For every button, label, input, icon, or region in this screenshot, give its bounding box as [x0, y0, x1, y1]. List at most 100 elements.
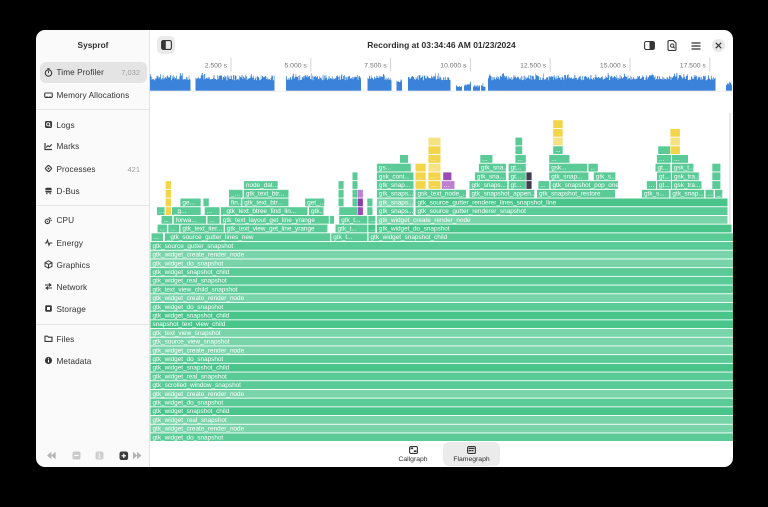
svg-text:gtk_text_layout_get_line_yrang: gtk_text_layout_get_line_yrange [223, 217, 315, 224]
svg-text:...: ... [659, 156, 665, 163]
svg-text:17.500 s: 17.500 s [680, 63, 707, 70]
svg-text:gtk_widget_real_snapshot: gtk_widget_real_snapshot [153, 278, 227, 285]
svg-text:gtk_snap...: gtk_snap... [551, 173, 582, 180]
svg-text:gtk_widget_do_snapshot: gtk_widget_do_snapshot [153, 356, 224, 363]
svg-text:...: ... [154, 234, 160, 241]
svg-text:gtk_widget_do_snapshot: gtk_widget_do_snapshot [153, 434, 224, 441]
svg-text:gtk_widget_create_render_node: gtk_widget_create_render_node [153, 295, 245, 302]
svg-text:gtk_widget_real_snapshot: gtk_widget_real_snapshot [153, 373, 227, 380]
svg-text:...: ... [160, 226, 166, 233]
svg-text:gtk_snaps...: gtk_snaps... [472, 182, 507, 189]
svg-text:gtk_widget_do_snapshot: gtk_widget_do_snapshot [153, 400, 224, 407]
svg-text:...: ... [159, 208, 165, 215]
svg-text:gt...: gt... [659, 182, 670, 189]
svg-text:gtk_widget_snapshot_child: gtk_widget_snapshot_child [371, 234, 448, 241]
svg-text:gtk_widget_create_render_node: gtk_widget_create_render_node [153, 426, 245, 433]
svg-text:gtk_t...: gtk_t... [338, 226, 357, 233]
svg-text:gtk_text_iter...: gtk_text_iter... [182, 226, 222, 233]
svg-text:...: ... [430, 182, 436, 189]
svg-text:gtk_snaps...: gtk_snaps... [379, 191, 414, 198]
svg-text:12.500 s: 12.500 s [520, 63, 547, 70]
svg-text:gtk_source_gutter_renderer_lin: gtk_source_gutter_renderer_lines_snapsho… [418, 199, 557, 206]
svg-text:gsk_tra...: gsk_tra... [674, 182, 701, 189]
svg-text:gtk_widget_snapshot_child: gtk_widget_snapshot_child [153, 408, 230, 415]
svg-text:gtk_s...: gtk_s... [596, 173, 617, 180]
svg-text:forwa...: forwa... [176, 217, 197, 224]
svg-text:gtk_source_gutter_renderer_sna: gtk_source_gutter_renderer_snapshot [418, 208, 527, 215]
svg-text:gtk_s...: gtk_s... [644, 191, 665, 198]
svg-text:gsk_t...: gsk_t... [674, 165, 695, 172]
svg-text:...: ... [207, 208, 213, 215]
svg-text:gtk...: gtk... [311, 208, 325, 215]
svg-text:...: ... [418, 173, 424, 180]
svg-text:gtk_snaps...: gtk_snaps... [379, 208, 414, 215]
svg-text:gtk_widget_do_snapshot: gtk_widget_do_snapshot [379, 226, 450, 233]
svg-text:gtk_text_btr...: gtk_text_btr... [246, 191, 285, 198]
svg-text:_gtk_text_btree_find_lin...: _gtk_text_btree_find_lin... [222, 208, 296, 215]
svg-text:gtk_widget_create_render_node: gtk_widget_create_render_node [153, 347, 245, 354]
svg-text:...: ... [540, 182, 546, 189]
svg-text:...: ... [370, 226, 376, 233]
svg-text:gsk_tra...: gsk_tra... [674, 173, 701, 180]
svg-text:...: ... [517, 156, 523, 163]
svg-text:gtk_widget_create_render_node: gtk_widget_create_render_node [153, 391, 245, 398]
svg-text:gtk_text_btr...: gtk_text_btr... [244, 199, 283, 206]
svg-text:...: ... [170, 226, 176, 233]
svg-text:gsk_cont...: gsk_cont... [379, 173, 410, 180]
svg-text:...: ... [674, 156, 680, 163]
svg-text:...: ... [551, 156, 557, 163]
svg-text:get_...: get_... [307, 199, 325, 206]
svg-text:...: ... [555, 147, 561, 154]
svg-text:_...: _... [230, 191, 240, 198]
svg-text:...: ... [649, 182, 655, 189]
svg-text:gtk_source_gutter_snapshot: gtk_source_gutter_snapshot [153, 243, 234, 250]
svg-text:gtk_widget_do_snapshot: gtk_widget_do_snapshot [153, 304, 224, 311]
svg-text:gtk_snapshot_appen...: gtk_snapshot_appen... [472, 191, 537, 198]
svg-text:10.000 s: 10.000 s [440, 63, 467, 70]
svg-text:gt...: gt... [511, 182, 522, 189]
svg-text:gtk_snaps...: gtk_snaps... [379, 199, 414, 206]
svg-text:node_dat...: node_dat... [246, 182, 278, 189]
svg-text:2.500 s: 2.500 s [205, 63, 228, 70]
svg-text:gtk_sna...: gtk_sna... [481, 165, 509, 172]
svg-text:5.000 s: 5.000 s [285, 63, 308, 70]
svg-text:gtk_sna...: gtk_sna... [477, 173, 505, 180]
svg-text:gtk_snap...: gtk_snap... [672, 191, 703, 198]
svg-text:gt...: gt... [658, 165, 669, 172]
svg-text:...: ... [370, 217, 376, 224]
svg-text:gtk_widget_create_render_node: gtk_widget_create_render_node [153, 252, 245, 259]
svg-text:gtk_t...: gtk_t... [341, 217, 360, 224]
svg-text:gtk_scrolled_window_snapshot: gtk_scrolled_window_snapshot [153, 382, 242, 389]
svg-text:gtk_source_view_snapshot: gtk_source_view_snapshot [153, 339, 230, 346]
svg-text:gs...: gs... [379, 165, 391, 172]
svg-text:_g...: _g... [173, 208, 187, 215]
svg-text:...: ... [164, 217, 170, 224]
svg-text:ge...: ge... [182, 199, 195, 206]
svg-text:...: ... [444, 182, 450, 189]
svg-text:gtk_t...: gtk_t... [333, 234, 352, 241]
svg-text:...: ... [209, 217, 215, 224]
svg-text:...: ... [482, 156, 488, 163]
svg-text:gt...: gt... [511, 165, 522, 172]
svg-text:snapshot_text_view_child: snapshot_text_view_child [153, 321, 226, 328]
svg-text:...: ... [708, 191, 714, 198]
svg-text:...: ... [430, 165, 436, 172]
svg-text:gtk_widget_do_snapshot: gtk_widget_do_snapshot [153, 260, 224, 267]
svg-text:gtk_snap...: gtk_snap... [379, 182, 410, 189]
svg-text:gtk_text_view_get_line_yrange: gtk_text_view_get_line_yrange [227, 226, 315, 233]
svg-text:15.000 s: 15.000 s [600, 63, 627, 70]
svg-text:gsk...: gsk... [551, 165, 566, 172]
svg-text:gtk_text_view_snapshot: gtk_text_view_snapshot [153, 330, 221, 337]
svg-text:...: ... [590, 165, 596, 172]
svg-text:7.500 s: 7.500 s [364, 63, 387, 70]
svg-text:1: 1 [98, 453, 102, 460]
svg-text:gtk_text_view_child_snapshot: gtk_text_view_child_snapshot [153, 286, 238, 293]
svg-text:...: ... [430, 173, 436, 180]
svg-text:gsk_text_node_...: gsk_text_node_... [418, 191, 469, 198]
svg-text:gtk_widget_snapshot_child: gtk_widget_snapshot_child [153, 365, 230, 372]
svg-text:_gtk_source_gutter_lines_new: _gtk_source_gutter_lines_new [166, 234, 254, 241]
svg-text:...: ... [430, 156, 436, 163]
svg-text:gtk_widget_snapshot_child: gtk_widget_snapshot_child [153, 313, 230, 320]
svg-text:_...: _... [716, 191, 726, 198]
svg-text:gtk_snapshot_pop_one: gtk_snapshot_pop_one [553, 182, 620, 189]
